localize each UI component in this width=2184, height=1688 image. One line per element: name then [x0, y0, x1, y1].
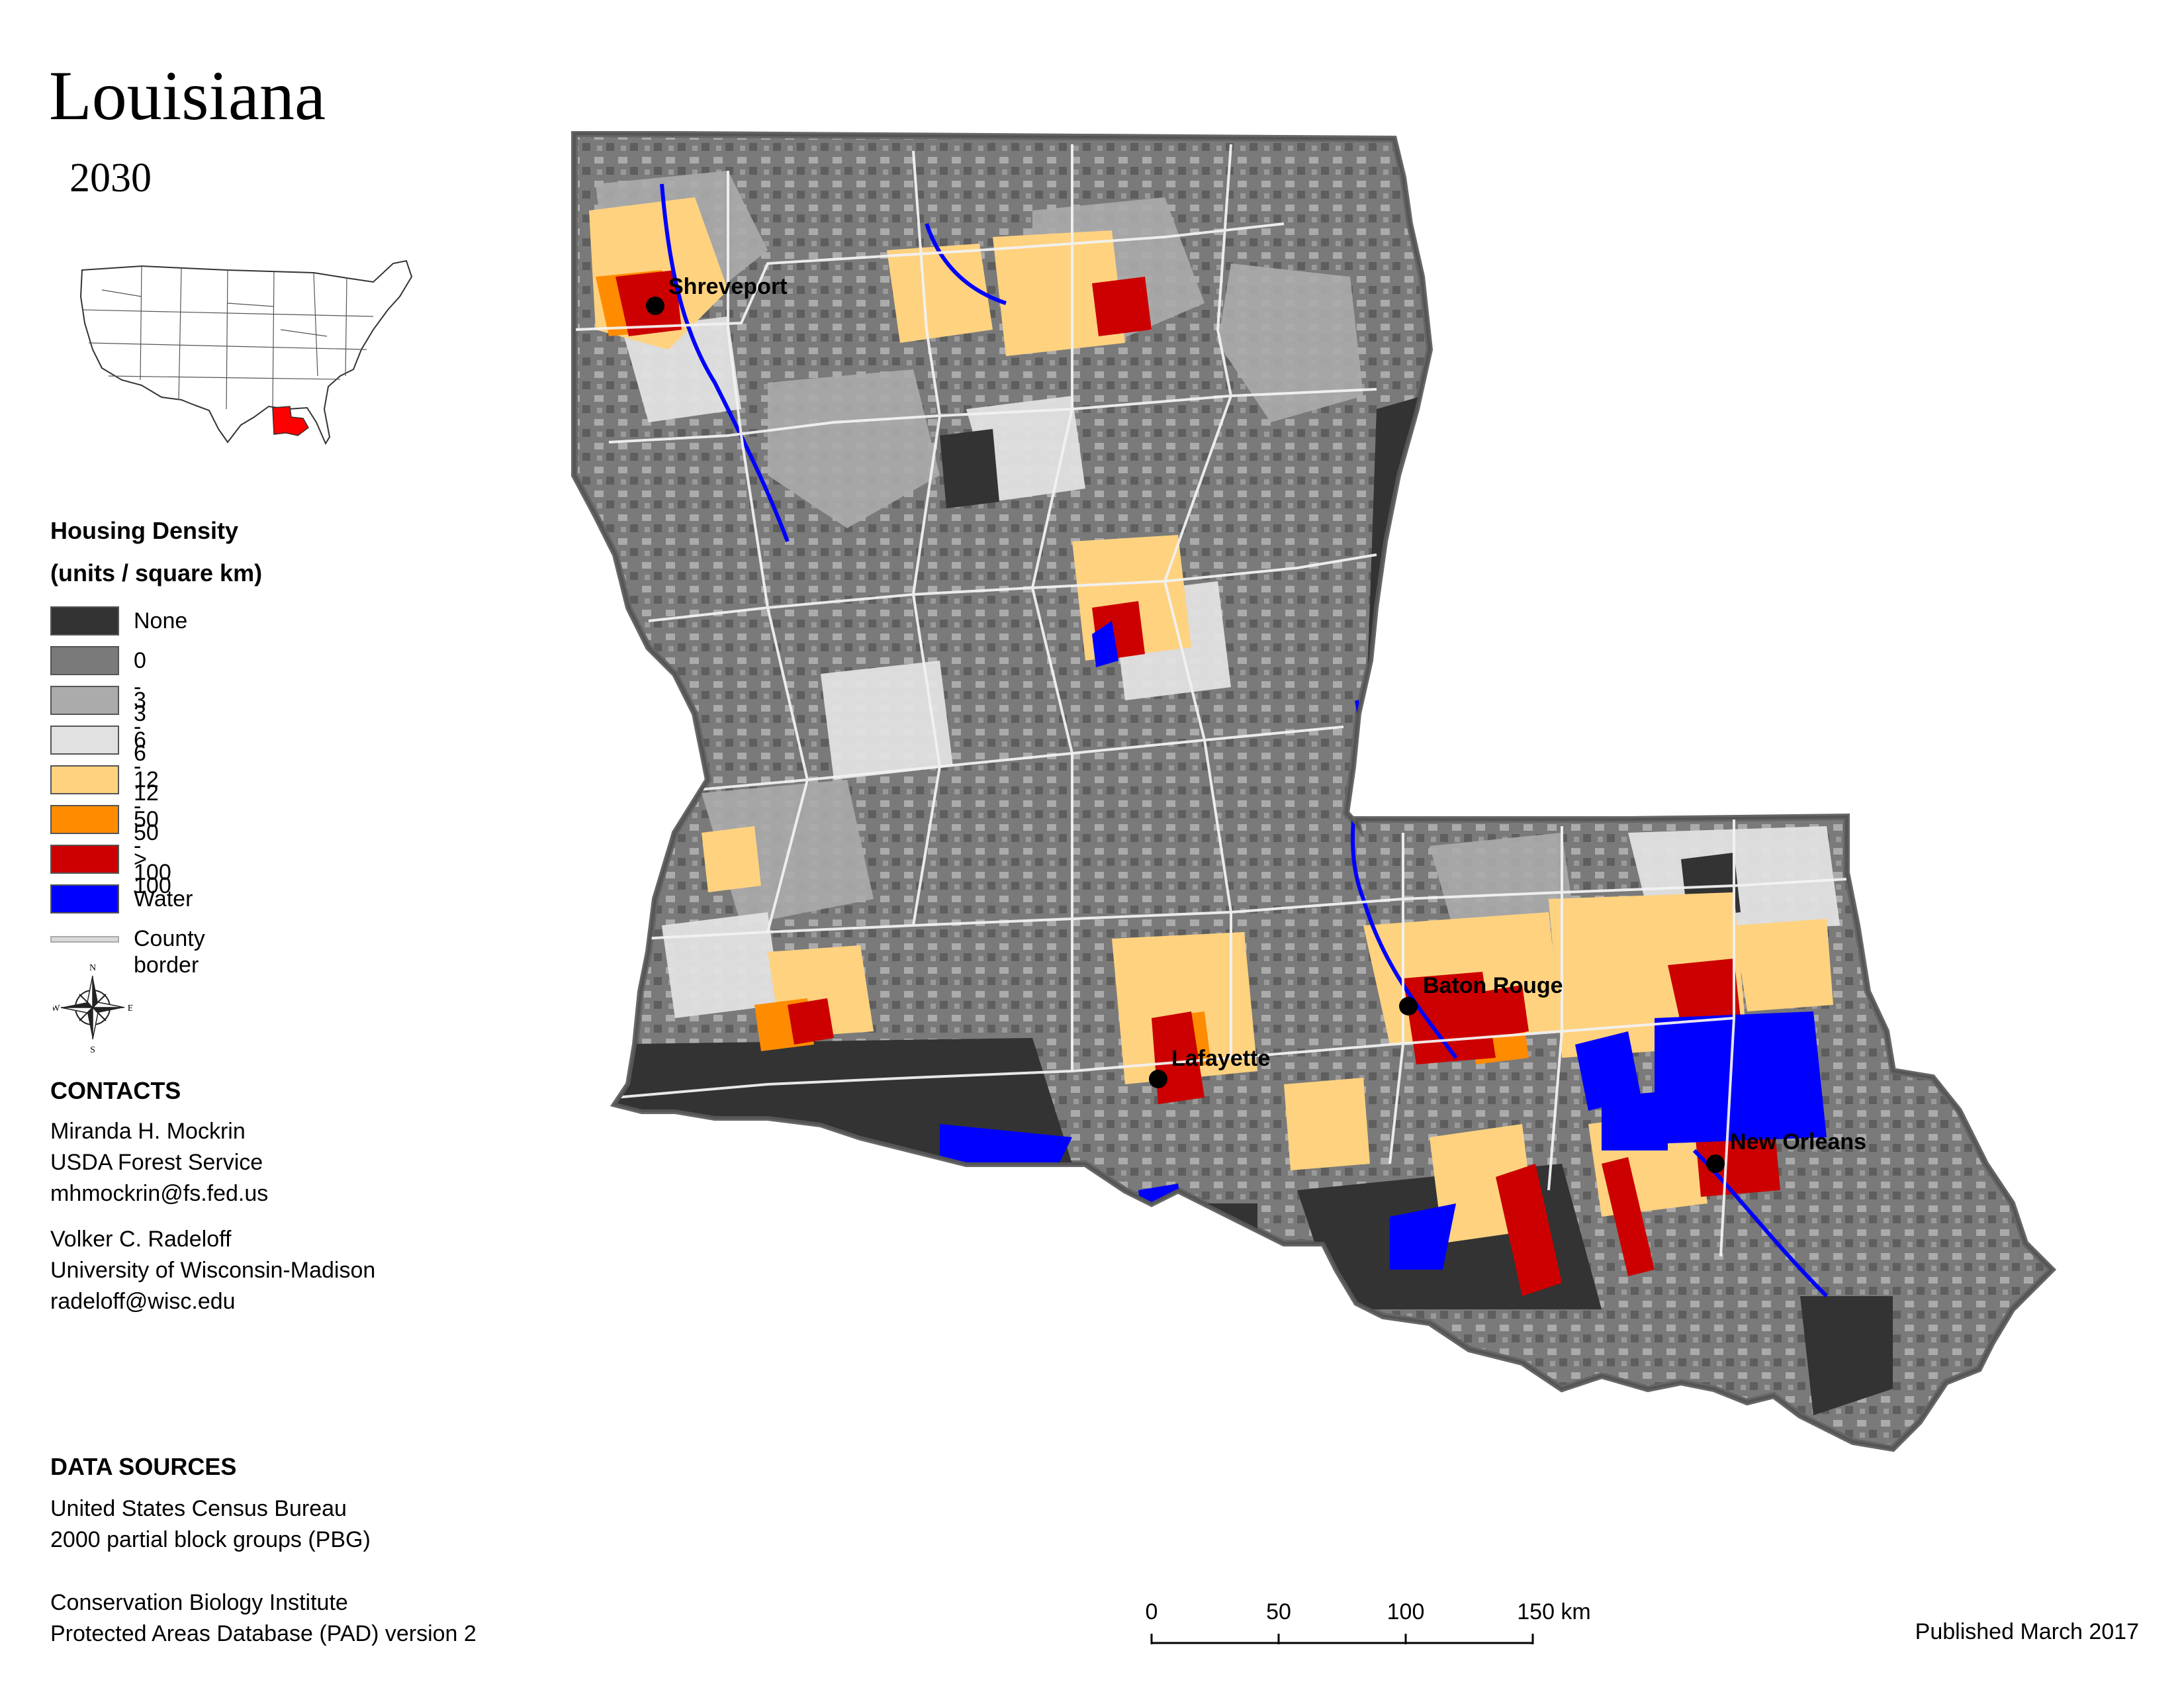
city-marker-new-orleans: New Orleans [1706, 1129, 1866, 1173]
city-label: Lafayette [1171, 1046, 1270, 1071]
legend-swatch [50, 884, 119, 914]
louisiana-housing-density-map: Shreveport Baton Rouge Lafayette New Orl… [569, 131, 2158, 1554]
source-line: Conservation Biology Institute [50, 1590, 348, 1615]
contact-email: radeloff@wisc.edu [50, 1289, 236, 1314]
city-marker-lafayette: Lafayette [1149, 1046, 1270, 1088]
contacts-title: CONTACTS [50, 1077, 181, 1104]
legend-label: None [134, 608, 188, 633]
legend-label: 0 - 3 [134, 648, 146, 726]
city-label: New Orleans [1730, 1129, 1866, 1154]
contact-line: USDA Forest Service [50, 1150, 263, 1175]
legend-swatch [50, 845, 119, 874]
scale-tick-label: 100 [1387, 1599, 1425, 1624]
compass-rose-icon: N S E W [53, 963, 132, 1054]
contacts-block: Miranda H. Mockrin USDA Forest Service m… [50, 1116, 375, 1317]
legend-swatch [50, 805, 119, 834]
legend-line-swatch [50, 936, 119, 943]
map-year: 2030 [69, 156, 152, 201]
compass-s: S [90, 1045, 95, 1054]
legend-title: Housing Density [50, 517, 239, 544]
legend-label: Water [134, 886, 193, 912]
contact-line: Volker C. Radeloff [50, 1227, 232, 1252]
legend-label: 12 - 50 [134, 767, 159, 845]
source-line: 2000 partial block groups (PBG) [50, 1527, 371, 1552]
legend-label: 50 - 100 [134, 807, 171, 885]
city-marker-baton-rouge: Baton Rouge [1399, 973, 1563, 1015]
contact-email: mhmockrin@fs.fed.us [50, 1181, 269, 1206]
legend-swatch [50, 726, 119, 755]
legend-subtitle: (units / square km) [50, 559, 263, 586]
legend-label: County border [134, 926, 205, 978]
contact-line: University of Wisconsin-Madison [50, 1258, 376, 1283]
published-date: Published March 2017 [1915, 1619, 2139, 1644]
data-sources-block: United States Census Bureau 2000 partial… [50, 1493, 477, 1650]
louisiana-highlight [272, 406, 309, 436]
city-label: Baton Rouge [1423, 973, 1563, 998]
scale-bar: 0 50 100 150 km [1146, 1599, 1591, 1644]
legend-swatch [50, 765, 119, 794]
contact-line: Miranda H. Mockrin [50, 1119, 246, 1144]
data-sources-title: DATA SOURCES [50, 1453, 237, 1480]
legend-label: 3 - 6 [134, 688, 146, 766]
city-marker-shreveport: Shreveport [646, 274, 788, 315]
scale-tick-label: 50 [1266, 1599, 1291, 1624]
legend-label: > 100 [134, 847, 171, 898]
map-title: Louisiana [49, 57, 326, 134]
legend-swatch [50, 686, 119, 715]
legend-label: 6 - 12 [134, 727, 159, 806]
legend-swatch [50, 646, 119, 675]
compass-n: N [89, 963, 96, 973]
source-line: United States Census Bureau [50, 1496, 347, 1521]
scale-tick-label: 0 [1146, 1599, 1158, 1624]
us-locator-map [79, 259, 413, 445]
city-label: Shreveport [668, 274, 788, 299]
source-line: Protected Areas Database (PAD) version 2 [50, 1621, 477, 1646]
legend-swatch [50, 606, 119, 635]
compass-w: W [53, 1004, 60, 1013]
scale-tick-label: 150 km [1517, 1599, 1591, 1624]
compass-e: E [128, 1004, 132, 1013]
